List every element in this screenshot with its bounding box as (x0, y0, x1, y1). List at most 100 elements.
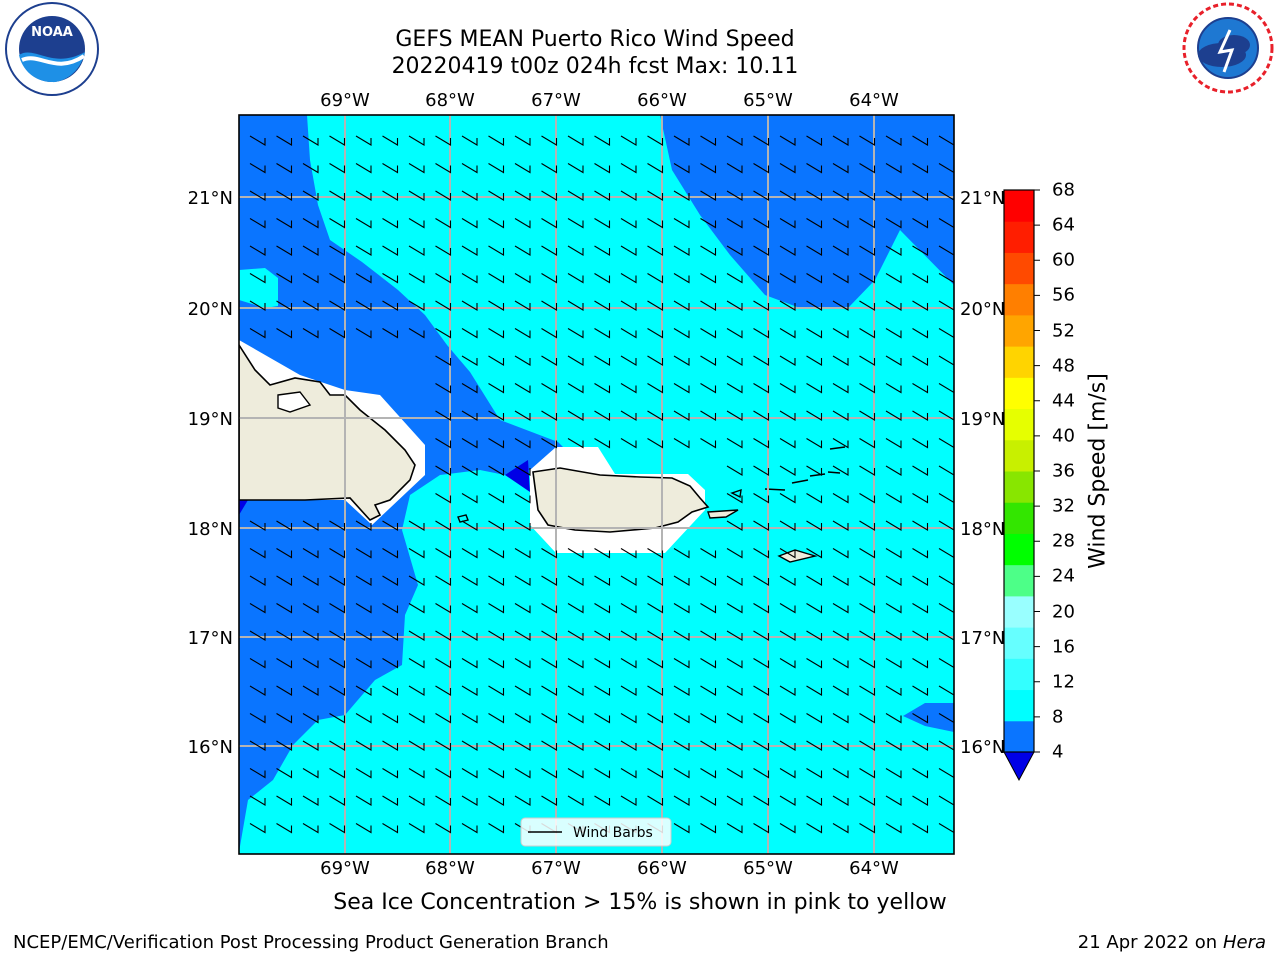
wind-barb (859, 603, 876, 614)
wind-barb (806, 328, 823, 339)
wind-barb (594, 575, 611, 586)
wind-barb (806, 410, 823, 421)
wind-barb (514, 740, 531, 751)
wind-barb (382, 685, 399, 696)
wind-barb (726, 300, 743, 311)
wind-barb (700, 383, 717, 394)
wind-barb (859, 465, 876, 476)
wind-barb (567, 795, 584, 806)
wind-barb (408, 328, 425, 339)
wind-barb (620, 328, 637, 339)
lon-label-top: 65°W (743, 90, 793, 111)
wind-barb (276, 685, 293, 696)
wind-barb (726, 658, 743, 669)
wind-barb (859, 328, 876, 339)
wind-barb (567, 658, 584, 669)
wind-barb (435, 190, 452, 201)
wind-barb (408, 135, 425, 146)
wind-barb (461, 383, 478, 394)
wind-barb (276, 603, 293, 614)
wind-barb (938, 190, 954, 201)
wind-barb (806, 713, 823, 724)
wind-barb (567, 300, 584, 311)
wind-barb (647, 685, 664, 696)
wind-barb (329, 713, 346, 724)
wind-barb (806, 548, 823, 559)
wind-barb (249, 575, 266, 586)
wind-barb (779, 548, 796, 559)
wind-barb (567, 328, 584, 339)
wind-barb (435, 658, 452, 669)
wind-barb (620, 410, 637, 421)
wind-barb (806, 465, 823, 476)
wind-barb (938, 795, 954, 806)
lat-label-left: 18°N (188, 519, 233, 540)
wind-barb (329, 630, 346, 641)
wind-barb (488, 383, 505, 394)
wind-barb (859, 713, 876, 724)
wind-barb (673, 768, 690, 779)
wind-barb (700, 823, 717, 834)
wind-barb (832, 823, 849, 834)
wind-barb (859, 823, 876, 834)
wind-barb (329, 520, 346, 531)
wind-barb (567, 383, 584, 394)
wind-barb (249, 658, 266, 669)
wind-barb (912, 823, 929, 834)
wind-barb (541, 438, 558, 449)
wind-barb (673, 438, 690, 449)
wind-barb (435, 218, 452, 229)
wind-barb (408, 823, 425, 834)
wind-barb (726, 823, 743, 834)
wind-barb (594, 740, 611, 751)
wind-barb (912, 795, 929, 806)
wind-barb (276, 273, 293, 284)
wind-barb (461, 713, 478, 724)
wind-barb (620, 603, 637, 614)
wind-barb (461, 300, 478, 311)
wind-barb (832, 245, 849, 256)
wind-barb (753, 438, 770, 449)
wind-barb (276, 163, 293, 174)
lon-label-top: 64°W (849, 90, 899, 111)
wind-barb (779, 520, 796, 531)
wind-barb (408, 768, 425, 779)
wind-barb (938, 218, 954, 229)
wind-barb (249, 795, 266, 806)
lon-label-top: 66°W (637, 90, 687, 111)
colorbar-tick-label: 44 (1052, 390, 1075, 412)
wind-barb (912, 273, 929, 284)
wind-barb (938, 273, 954, 284)
wind-barb (753, 658, 770, 669)
wind-barb (647, 273, 664, 284)
wind-barb (408, 190, 425, 201)
wind-barb (276, 135, 293, 146)
wind-barb (647, 135, 664, 146)
wind-barb (488, 218, 505, 229)
wind-barb (302, 135, 319, 146)
wind-barb (726, 438, 743, 449)
lat-label-right: 17°N (960, 628, 1005, 649)
wind-barb (249, 740, 266, 751)
wind-barb (567, 438, 584, 449)
map-legend: Wind Barbs (520, 817, 672, 847)
wind-barb (753, 630, 770, 641)
wind-barb (355, 713, 372, 724)
wind-barb (885, 603, 902, 614)
wind-barb (726, 740, 743, 751)
wind-barb (753, 768, 770, 779)
wind-barb (885, 575, 902, 586)
wind-barb (859, 795, 876, 806)
wind-barb (859, 355, 876, 366)
wind-barb (329, 190, 346, 201)
colorbar-tick-label: 8 (1052, 706, 1064, 728)
colorbar-segment (1004, 502, 1034, 534)
wind-barb (859, 273, 876, 284)
wind-barb (382, 713, 399, 724)
wind-barb (885, 658, 902, 669)
wind-barb (435, 740, 452, 751)
wind-barb (673, 630, 690, 641)
wind-barb (329, 603, 346, 614)
lon-label-bottom: 67°W (531, 858, 581, 879)
wind-barb (382, 273, 399, 284)
